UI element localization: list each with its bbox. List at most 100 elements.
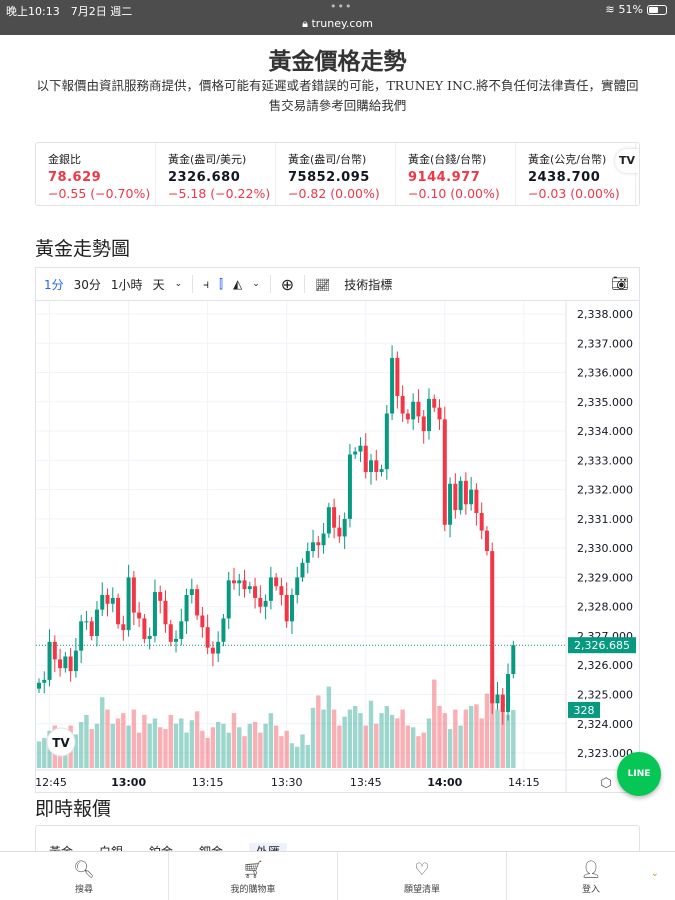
volume-bar — [374, 723, 379, 768]
candle — [384, 413, 389, 470]
interval-1d[interactable]: 天 — [152, 277, 165, 292]
candle — [195, 589, 200, 616]
candle-style-icon[interactable]: ⫿ — [219, 276, 223, 291]
compare-add-icon[interactable]: ⊕ — [280, 274, 295, 294]
disclaimer: 以下報價由資訊服務商提供，價格可能有延遲或者錯誤的可能，TRUNEY INC.將… — [36, 78, 639, 113]
screenshot-camera-icon[interactable]: 📷︎ — [611, 276, 629, 292]
area-style-icon[interactable]: ◭ — [232, 277, 243, 291]
volume-bar — [405, 725, 411, 768]
candle — [263, 600, 268, 607]
candle — [316, 542, 321, 546]
price-tick-label: 2,338.000 — [577, 308, 633, 321]
volume-bar — [252, 721, 258, 768]
nav-item[interactable]: ♡ 願望清單 — [338, 852, 507, 900]
candle — [448, 483, 453, 525]
price-tick-label: 2,329.000 — [577, 571, 633, 584]
candle — [216, 641, 221, 654]
interval-30m[interactable]: 30分 — [73, 277, 101, 292]
volume-bar — [263, 723, 268, 768]
candle — [332, 507, 337, 528]
candle — [463, 480, 468, 505]
candle — [100, 594, 105, 610]
candle — [268, 577, 273, 601]
indicators-button[interactable]: 📈︎ 技術指標 — [315, 276, 402, 293]
candle — [231, 580, 236, 584]
nav-item[interactable]: 👤︎ 登入 — [507, 852, 675, 900]
volume-bar — [273, 725, 279, 768]
chevron-down-icon[interactable]: ⌄ — [650, 868, 659, 879]
candle — [110, 597, 115, 604]
candle — [506, 674, 511, 713]
candle — [353, 451, 358, 455]
chart-type-chevron-icon[interactable]: ⌄ — [252, 279, 260, 289]
chart-toolbar: 1分 30分 1小時 天 ⌄ ⫞ ⫿ ◭ ⌄ ⊕ 📈︎ 技術指標 📷︎ — [36, 268, 639, 301]
candle — [89, 621, 94, 636]
bottom-nav: 🔍︎ 搜尋 🛒︎ 我的購物車 ♡ 願望清單 👤︎ 登入 — [0, 851, 675, 900]
interval-1h[interactable]: 1小時 — [110, 277, 143, 292]
volume-bar — [205, 737, 210, 768]
volume-bar — [490, 684, 495, 768]
candle — [152, 592, 157, 636]
price-tick-label: 2,330.000 — [577, 542, 633, 555]
nav-label: 我的購物車 — [230, 885, 276, 895]
volume-bar — [310, 707, 316, 768]
indicators-label: 技術指標 — [344, 277, 393, 292]
ticker-item[interactable]: 金銀比 78.629 −0.55 (−0.70%) — [36, 143, 156, 205]
ticker-item[interactable]: 黃金(盎司/美元) 2326.680 −5.18 (−0.22%) — [156, 143, 276, 205]
nav-item[interactable]: 🛒︎ 我的購物車 — [169, 852, 338, 900]
volume-bar — [168, 714, 173, 768]
volume-bar — [389, 714, 395, 768]
ticker-change: −0.82 (0.00%) — [288, 186, 380, 201]
volume-bar — [379, 713, 384, 768]
candle — [184, 594, 189, 622]
ticker-name: 黃金(台錢/台幣) — [408, 153, 487, 166]
time-tick-label: 13:45 — [350, 776, 382, 789]
volume-bar — [121, 713, 126, 768]
ticker-change: −0.10 (0.00%) — [408, 186, 500, 201]
candle — [437, 407, 442, 420]
candle — [116, 597, 121, 625]
candle — [189, 589, 194, 595]
candle — [84, 621, 89, 623]
ticker-item[interactable]: 黃金(台錢/台幣) 9144.977 −0.10 (0.00%) — [396, 143, 516, 205]
candle — [47, 641, 52, 680]
price-tick-label: 2,331.000 — [577, 513, 633, 526]
tradingview-logo-icon[interactable]: TV — [615, 149, 639, 173]
volume-bar — [479, 718, 484, 768]
candle — [94, 609, 99, 636]
candle — [126, 577, 131, 631]
candle — [479, 513, 484, 531]
volume-bar — [500, 695, 505, 768]
ticker-name: 黃金(公克/台幣) — [528, 153, 607, 166]
line-chat-button[interactable]: LINE — [617, 752, 661, 796]
settings-gear-icon[interactable]: ⬡ — [600, 776, 611, 791]
candle — [258, 597, 263, 607]
volume-bar — [242, 736, 247, 768]
nav-label: 搜尋 — [74, 885, 93, 895]
price-tick-label: 2,326.000 — [577, 659, 633, 672]
heart-icon: ♡ — [414, 860, 430, 880]
address-bar[interactable]: 🔒︎ truney.com — [0, 17, 675, 31]
ticker-value: 9144.977 — [408, 170, 481, 185]
bar-style-icon[interactable]: ⫞ — [203, 276, 210, 291]
interval-1m[interactable]: 1分 — [44, 277, 64, 292]
wifi-icon: ≋ — [605, 3, 615, 16]
ticker-item[interactable]: 黃金(盎司/台幣) 75852.095 −0.82 (0.00%) — [276, 143, 396, 205]
candle — [131, 577, 136, 613]
interval-dropdown-chevron-icon[interactable]: ⌄ — [174, 279, 183, 289]
volume-bar — [495, 709, 500, 768]
volume-bar — [258, 732, 263, 768]
ticker-value: 75852.095 — [288, 170, 370, 185]
volume-bar — [321, 709, 326, 768]
volume-bar — [94, 723, 100, 768]
volume-bar — [289, 743, 295, 768]
indicators-icon: 📈︎ — [315, 277, 331, 292]
candlestick-chart[interactable]: 2,338.000 2,337.000 2,336.000 2,335.000 2,33… — [35, 301, 639, 792]
candle — [205, 627, 210, 648]
candle — [300, 562, 305, 578]
more-dots-icon[interactable]: ••• — [330, 0, 353, 13]
nav-item[interactable]: 🔍︎ 搜尋 — [0, 852, 169, 900]
candle — [495, 694, 500, 704]
ticker-item[interactable]: 黃金(公克/台幣) 2438.700 −0.03 (0.00%) — [516, 143, 636, 205]
volume-bar — [268, 713, 274, 768]
